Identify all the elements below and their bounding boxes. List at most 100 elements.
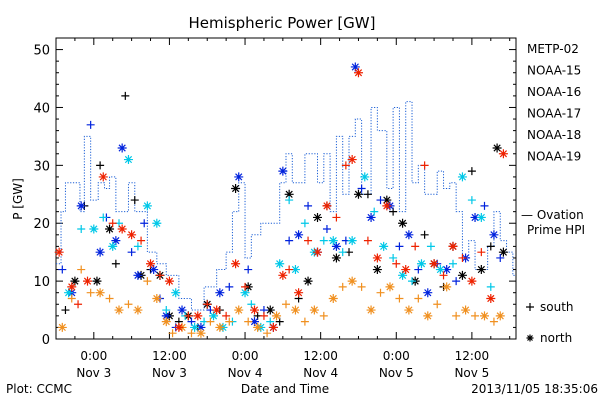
noaa-16-north-point bbox=[123, 155, 133, 165]
x-tick-date-label: Nov 5 bbox=[379, 366, 414, 380]
y-tick-label: 20 bbox=[33, 217, 50, 232]
x-tick-date-label: Nov 5 bbox=[454, 366, 489, 380]
noaa-16-north-point bbox=[476, 212, 486, 222]
noaa-16-south-point bbox=[300, 219, 309, 228]
noaa-18-south-point bbox=[225, 317, 234, 326]
noaa-15-south-point bbox=[322, 225, 331, 234]
noaa-16-south-point bbox=[389, 253, 398, 262]
noaa-16-north-point bbox=[457, 172, 467, 182]
y-tick-label: 50 bbox=[33, 44, 50, 59]
timestamp: 2013/11/05 18:35:06 bbox=[471, 382, 598, 396]
legend-item-noaa-17: NOAA-17 bbox=[527, 107, 581, 121]
noaa-19-north-point bbox=[164, 276, 174, 286]
legend-marker-label-south: south bbox=[540, 300, 574, 314]
noaa-18-south-point bbox=[143, 277, 152, 286]
noaa-15-south-point bbox=[496, 253, 505, 262]
noaa-19-north-point bbox=[54, 247, 64, 257]
noaa-16-south-point bbox=[486, 282, 495, 291]
noaa-18-south-point bbox=[452, 311, 461, 320]
noaa-15-south-point bbox=[58, 265, 67, 274]
metp-02-south-point bbox=[363, 190, 372, 199]
legend-ovation-line2: Prime HPI bbox=[527, 223, 585, 237]
noaa-18-north-point bbox=[253, 322, 263, 332]
chart-title: Hemispheric Power [GW] bbox=[189, 14, 376, 32]
noaa-16-north-point bbox=[142, 201, 152, 211]
y-axis-label: P [GW] bbox=[11, 178, 25, 220]
noaa-19-north-point bbox=[98, 172, 108, 182]
x-tick-date-label: Nov 4 bbox=[303, 366, 338, 380]
noaa-18-north-point bbox=[366, 305, 376, 315]
x-tick-time-label: 12:00 bbox=[152, 349, 187, 363]
noaa-16-north-point bbox=[328, 236, 338, 246]
noaa-16-south-point bbox=[285, 196, 294, 205]
metp-02-south-point bbox=[486, 242, 495, 251]
noaa-18-south-point bbox=[77, 265, 86, 274]
ovation-series-line bbox=[56, 101, 516, 311]
noaa-18-north-point bbox=[234, 305, 244, 315]
noaa-15-north-point bbox=[423, 288, 433, 298]
metp-02-north-point bbox=[105, 224, 115, 234]
noaa-16-south-point bbox=[408, 277, 417, 286]
noaa-15-north-point bbox=[133, 270, 143, 280]
noaa-16-north-point bbox=[240, 288, 250, 298]
noaa-18-north-point bbox=[161, 317, 171, 327]
metp-02-north-point bbox=[303, 276, 313, 286]
noaa-19-south-point bbox=[155, 271, 164, 280]
metp-02-north-point bbox=[265, 305, 275, 315]
noaa-16-north-point bbox=[64, 288, 74, 298]
noaa-15-north-point bbox=[366, 212, 376, 222]
noaa-18-north-point bbox=[347, 276, 357, 286]
noaa-19-north-point bbox=[429, 259, 439, 269]
metp-02-south-point bbox=[467, 167, 476, 176]
noaa-15-north-point bbox=[117, 143, 127, 153]
noaa-16-south-point bbox=[319, 236, 328, 245]
noaa-19-north-point bbox=[322, 201, 332, 211]
noaa-18-south-point bbox=[86, 288, 95, 297]
x-tick-time-label: 12:00 bbox=[303, 349, 338, 363]
noaa-19-south-point bbox=[222, 311, 231, 320]
noaa-19-north-point bbox=[193, 311, 203, 321]
noaa-18-north-point bbox=[114, 305, 124, 315]
noaa-19-south-point bbox=[341, 161, 350, 170]
noaa-19-south-point bbox=[439, 271, 448, 280]
noaa-18-north-point bbox=[272, 311, 282, 321]
noaa-18-north-point bbox=[309, 305, 319, 315]
noaa-18-north-point bbox=[57, 322, 67, 332]
noaa-15-south-point bbox=[140, 219, 149, 228]
x-tick-time-label: 0:00 bbox=[232, 349, 259, 363]
noaa-15-north-point bbox=[350, 62, 360, 72]
metp-02-north-point bbox=[284, 189, 294, 199]
noaa-18-south-point bbox=[471, 311, 480, 320]
noaa-19-south-point bbox=[411, 242, 420, 251]
noaa-18-south-point bbox=[105, 294, 114, 303]
noaa-19-north-point bbox=[117, 224, 127, 234]
noaa-15-north-point bbox=[149, 265, 159, 275]
noaa-19-south-point bbox=[363, 236, 372, 245]
noaa-18-north-point bbox=[495, 311, 505, 321]
noaa-16-north-point bbox=[347, 236, 357, 246]
y-tick-label: 10 bbox=[33, 275, 50, 290]
noaa-19-north-point bbox=[353, 68, 363, 78]
noaa-19-north-point bbox=[372, 253, 382, 263]
legend-ovation-line1: — Ovation bbox=[521, 208, 584, 222]
noaa-19-north-point bbox=[67, 282, 77, 292]
noaa-15-north-point bbox=[215, 288, 225, 298]
noaa-19-north-point bbox=[401, 265, 411, 275]
noaa-16-north-point bbox=[275, 259, 285, 269]
noaa-19-north-point bbox=[278, 270, 288, 280]
noaa-18-south-point bbox=[67, 294, 76, 303]
noaa-15-north-point bbox=[161, 311, 171, 321]
noaa-15-north-point bbox=[331, 241, 341, 251]
legend-item-noaa-19: NOAA-19 bbox=[527, 150, 581, 164]
noaa-18-south-point bbox=[206, 317, 215, 326]
noaa-16-north-point bbox=[209, 311, 219, 321]
noaa-18-south-point bbox=[433, 300, 442, 309]
noaa-15-north-point bbox=[294, 230, 304, 240]
noaa-16-north-point bbox=[290, 265, 300, 275]
noaa-18-south-point bbox=[489, 317, 498, 326]
noaa-19-north-point bbox=[347, 155, 357, 165]
noaa-18-north-point bbox=[215, 322, 225, 332]
metp-02-north-point bbox=[231, 184, 241, 193]
noaa-16-south-point bbox=[467, 196, 476, 205]
y-tick-label: 40 bbox=[33, 101, 50, 116]
